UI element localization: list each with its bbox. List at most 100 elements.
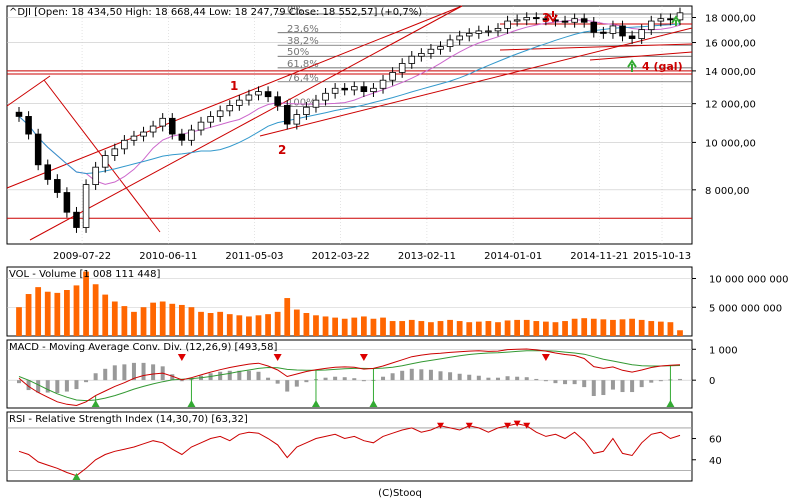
candle-body [676,12,684,21]
macd-histogram-bar [505,376,510,381]
candle-body [446,39,454,47]
macd-histogram-bar [591,380,596,397]
candle-body [303,106,310,115]
candle-body [245,94,253,101]
volume-bar [590,318,597,336]
volume-bar [571,318,578,336]
overbought-marker [523,422,531,429]
volume-bar [360,316,367,336]
date-tick-label: 2013-02-11 [398,251,456,262]
sell-signal-icon [273,354,282,361]
volume-bar [495,322,501,336]
footer-copyright: (C)Stooq [378,488,422,499]
macd-histogram-bar [256,371,261,381]
macd-histogram-bar [227,370,232,381]
candle-body [418,53,425,57]
macd-header: MACD - Moving Average Conv. Div. (12,26,… [9,342,277,353]
candle-body [571,18,578,23]
volume-bar [351,317,358,336]
volume-bar [35,287,42,336]
volume-bar [504,320,511,336]
trend-line [29,5,463,241]
macd-histogram-bar [543,380,548,382]
macd-histogram-bar [36,380,41,393]
trend-line [499,43,693,51]
candle-body [465,33,473,37]
macd-histogram-bar [55,380,60,394]
macd-line [18,348,681,407]
candle-body [312,99,320,108]
macd-histogram-bar [495,377,500,381]
volume-bar [92,284,99,336]
overbought-marker [513,420,521,427]
macd-histogram-bar [390,373,395,381]
candle-body [533,17,540,20]
overbought-marker [465,422,473,429]
volume-bar [533,321,540,336]
candle-body [82,184,90,228]
candle-body [34,133,42,166]
date-tick-label: 2012-03-22 [312,251,370,262]
volume-bar [102,294,109,336]
macd-histogram-bar [409,368,414,381]
macd-histogram-bar [294,380,299,387]
volume-bar [638,319,645,336]
candle-body [25,116,32,135]
volume-tick-label: 5 000 000 000 [709,303,782,314]
volume-bar [657,321,664,336]
volume-bar [485,321,492,336]
annotation-4: 4 (gal) [642,60,683,73]
buy-signal-icon [311,400,320,407]
macd-histogram-bar [342,377,347,381]
candle-body [475,30,483,34]
candle-body [255,91,262,96]
candle-body [130,135,138,141]
candle-body [15,111,23,117]
sell-signal-icon [541,354,550,361]
volume-bar [437,321,444,336]
volume-bar [16,307,22,336]
overbought-marker [437,422,445,429]
candle-body [456,35,463,41]
volume-bar [313,315,319,336]
candle-body [188,129,195,141]
macd-histogram-bar [17,380,21,384]
price-tick-label: 18 000,00 [705,13,756,24]
ma-short-line [18,19,681,185]
volume-bar [581,318,588,336]
volume-bar [629,318,635,336]
volume-bar [226,314,233,336]
candle-body [111,148,119,156]
macd-histogram-bar [275,380,280,384]
rsi-header: RSI - Relative Strength Index (14,30,70)… [9,414,248,425]
rsi-tick-label: 40 [709,456,722,467]
macd-histogram-bar [630,380,635,393]
macd-histogram-bar [639,380,644,388]
candle-body [236,99,243,106]
macd-histogram-bar [304,380,309,383]
candle-body [657,18,665,22]
candle-body [513,19,521,22]
annotation-2: 2 [278,143,286,157]
macd-histogram-bar [610,380,615,390]
volume-bar [677,330,683,336]
trend-line [259,27,693,137]
volume-bar [83,271,89,336]
candle-body [389,72,396,81]
fibonacci-label: 61,8% [287,59,319,70]
volume-y-ticks: 10 000 000 000 5 000 000 000 [692,275,789,314]
volume-bar [178,304,185,336]
macd-histogram-bar [179,380,184,382]
macd-histogram-bar [563,380,568,385]
candle-body [667,18,674,21]
macd-histogram-bar [131,362,136,381]
date-tick-label: 2011-05-03 [225,251,283,262]
macd-histogram-bar [218,371,223,381]
volume-bar [562,321,568,336]
volume-bar [169,303,176,336]
candle-body [178,133,186,141]
candle-body [523,17,530,21]
macd-histogram-bar [246,370,251,381]
price-tick-label: 14 000,00 [705,67,756,78]
rsi-lines [18,423,681,477]
